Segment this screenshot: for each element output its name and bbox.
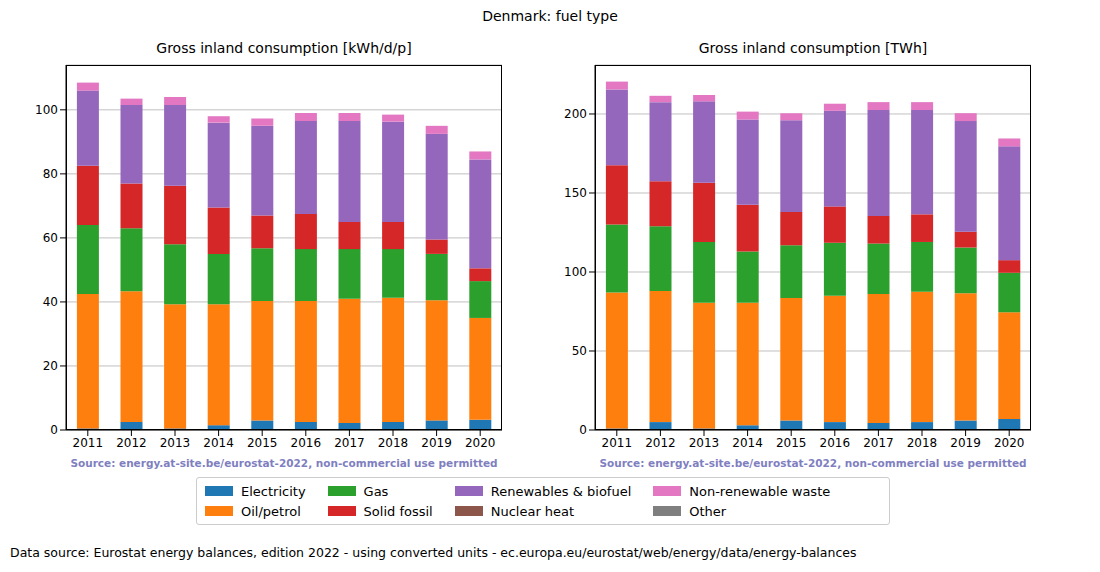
svg-text:2019: 2019 — [421, 436, 452, 450]
svg-text:80: 80 — [43, 167, 58, 181]
svg-text:2020: 2020 — [465, 436, 496, 450]
svg-text:2012: 2012 — [116, 436, 147, 450]
svg-text:2014: 2014 — [732, 436, 763, 450]
svg-text:2014: 2014 — [203, 436, 234, 450]
html-text:Denmark: fuel type: Denmark: fuel type — [482, 8, 618, 24]
html-text:Source: energy.at-site.be/euro: Source: energy.at-site.be/eurostat-2022,… — [70, 457, 498, 469]
svg-text:2016: 2016 — [820, 436, 851, 450]
svg-text:150: 150 — [564, 186, 587, 200]
svg-text:2017: 2017 — [334, 436, 365, 450]
html-text:Source: energy.at-site.be/euro: Source: energy.at-site.be/eurostat-2022,… — [599, 457, 1027, 469]
html-text:Oil/petrol: Oil/petrol — [241, 503, 301, 519]
svg-text:2015: 2015 — [247, 436, 278, 450]
svg-text:2015: 2015 — [776, 436, 807, 450]
svg-text:2018: 2018 — [378, 436, 409, 450]
svg-text:200: 200 — [564, 107, 587, 121]
svg-text:0: 0 — [579, 423, 587, 437]
html-text:Gas: Gas — [363, 483, 389, 499]
svg-text:0: 0 — [50, 423, 58, 437]
svg-text:2019: 2019 — [950, 436, 981, 450]
svg-text:100: 100 — [35, 103, 58, 117]
svg-text:2016: 2016 — [291, 436, 322, 450]
svg-text:2011: 2011 — [602, 436, 633, 450]
html-text:Non-renewable waste: Non-renewable waste — [689, 483, 831, 499]
html-text:Data source: Eurostat energy b: Data source: Eurostat energy balances, e… — [10, 545, 857, 560]
html-text:Gross inland consumption [TWh]: Gross inland consumption [TWh] — [698, 40, 928, 56]
html-text:Electricity: Electricity — [241, 483, 306, 499]
svg-text:2012: 2012 — [645, 436, 676, 450]
svg-text:2013: 2013 — [689, 436, 720, 450]
svg-text:2011: 2011 — [73, 436, 104, 450]
svg-text:60: 60 — [43, 231, 58, 245]
html-text:Other: Other — [689, 503, 727, 519]
svg-text:2013: 2013 — [160, 436, 191, 450]
svg-text:50: 50 — [572, 344, 587, 358]
html-text:Solid fossil: Solid fossil — [363, 503, 433, 519]
html-text:Renewables & biofuel: Renewables & biofuel — [490, 483, 632, 499]
svg-text:2017: 2017 — [863, 436, 894, 450]
html-text:Nuclear heat: Nuclear heat — [490, 503, 575, 519]
svg-text:20: 20 — [43, 359, 58, 373]
svg-text:2020: 2020 — [994, 436, 1025, 450]
svg-text:2018: 2018 — [907, 436, 938, 450]
svg-text:40: 40 — [43, 295, 58, 309]
html-text:Gross inland consumption [kWh/: Gross inland consumption [kWh/d/p] — [156, 40, 412, 56]
svg-text:100: 100 — [564, 265, 587, 279]
